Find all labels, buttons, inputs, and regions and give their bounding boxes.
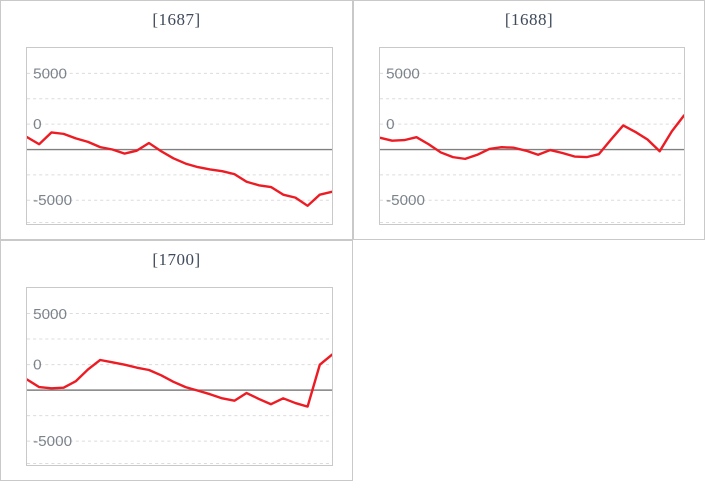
- data-line-1700: [27, 353, 332, 408]
- ytick-label-neg5000-1700: -5000: [33, 433, 72, 450]
- gridlines-1700: [27, 313, 332, 465]
- ytick-label-5000-1688: 5000: [386, 66, 420, 83]
- gridlines-1688: [380, 72, 684, 224]
- sparkline-svg-1700: 5000 0 -5000: [27, 306, 332, 465]
- ytick-label-neg5000-1687: -5000: [33, 192, 72, 209]
- ytick-label-5000-1700: 5000: [33, 306, 67, 323]
- plot-area-1688: 5000 0 -5000: [379, 47, 685, 225]
- panel-title-1687: [1687]: [152, 10, 201, 29]
- ytick-label-neg5000-1688: -5000: [386, 192, 425, 209]
- plot-area-1700: 5000 0 -5000: [26, 287, 333, 466]
- ytick-label-5000-1687: 5000: [33, 66, 67, 83]
- sparkline-svg-1688: 5000 0 -5000: [380, 66, 684, 224]
- chart-panel-1688[interactable]: [1688] 5000 0 -5000: [353, 0, 705, 240]
- gridlines-1687: [27, 72, 332, 224]
- ytick-label-0-1700: 0: [33, 357, 41, 374]
- data-line-1687: [27, 131, 332, 208]
- panel-title-1700: [1700]: [152, 250, 201, 269]
- chart-panel-1687[interactable]: [1687] 5000 0 -5000: [0, 0, 353, 240]
- empty-grid-cell: [353, 240, 705, 481]
- panel-title-1688: [1688]: [504, 10, 554, 29]
- sparkline-svg-1687: 5000 0 -5000: [27, 66, 332, 224]
- plot-area-1687: 5000 0 -5000: [26, 47, 333, 225]
- ytick-label-0-1688: 0: [386, 116, 394, 133]
- data-line-1688: [380, 114, 684, 161]
- ytick-label-0-1687: 0: [33, 116, 41, 133]
- chart-panel-1700[interactable]: [1700] 5000 0 -5000: [0, 240, 353, 481]
